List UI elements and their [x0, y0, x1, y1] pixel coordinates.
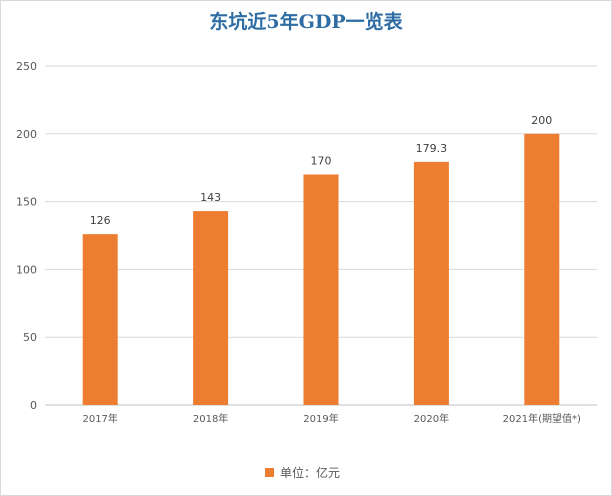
y-axis-ticks: 0 50 100 150 200 250	[16, 60, 37, 412]
y-tick-label: 0	[30, 399, 37, 412]
x-tick-label: 2019年	[303, 412, 338, 425]
data-label: 200	[531, 114, 552, 127]
x-tick-label: 2021年(期望值*)	[503, 412, 581, 425]
chart-title: 东坑近5年GDP一览表	[209, 10, 403, 33]
x-axis-ticks: 2017年 2018年 2019年 2020年 2021年(期望值*)	[82, 412, 581, 425]
data-label: 126	[90, 214, 111, 227]
y-tick-label: 100	[16, 263, 37, 276]
legend: 单位：亿元	[265, 465, 340, 480]
y-tick-label: 150	[16, 196, 37, 209]
bar	[82, 234, 118, 405]
bar	[303, 174, 339, 405]
x-tick-label: 2020年	[414, 412, 449, 425]
data-label: 170	[311, 154, 332, 167]
x-tick-label: 2018年	[193, 412, 228, 425]
data-label: 179.3	[416, 142, 448, 155]
x-tick-label: 2017年	[82, 412, 117, 425]
legend-swatch	[265, 468, 274, 477]
data-label: 143	[200, 191, 221, 204]
data-labels: 126 143 170 179.3 200	[90, 114, 553, 227]
bars	[82, 133, 560, 406]
legend-label: 单位：亿元	[280, 465, 340, 480]
y-tick-label: 200	[16, 128, 37, 141]
bar	[524, 133, 560, 406]
y-tick-label: 50	[23, 331, 37, 344]
y-tick-label: 250	[16, 60, 37, 73]
bar	[193, 211, 229, 405]
bar	[413, 161, 449, 405]
